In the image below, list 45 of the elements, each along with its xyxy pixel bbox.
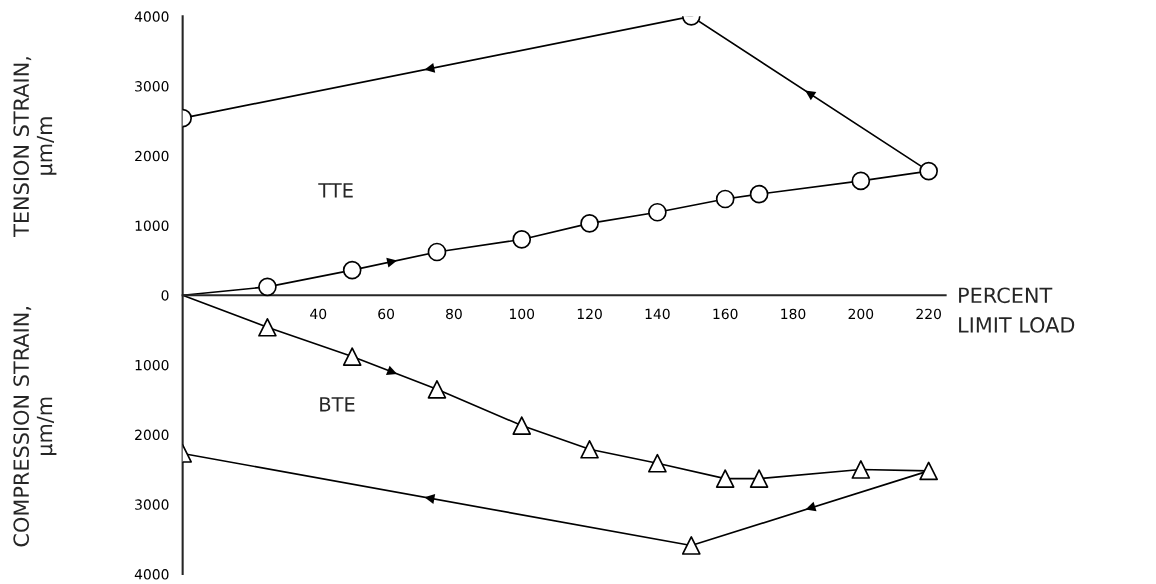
y-tick-label: 4000 <box>134 569 169 580</box>
point <box>749 184 769 204</box>
point <box>749 469 769 488</box>
point <box>715 469 735 488</box>
point <box>258 317 277 337</box>
x-tick-label: 180 <box>781 308 806 320</box>
text: COMPRESSION STRAIN, μm/m <box>13 307 57 547</box>
x-tick-label: 60 <box>378 308 395 320</box>
y-tick-label: 3000 <box>135 81 169 92</box>
point <box>512 230 532 249</box>
point <box>580 439 599 459</box>
point <box>427 379 447 399</box>
point <box>851 171 871 191</box>
point <box>919 461 938 481</box>
point <box>648 202 667 222</box>
x-tick-label: 140 <box>645 308 670 320</box>
x-axis-title: PERCENT LIMIT LOAD <box>959 287 1075 333</box>
y-tick-label: 2000 <box>135 429 169 441</box>
y-axis-title: TENSION STRAIN, μm/m <box>13 57 57 237</box>
x-tick-label: 100 <box>510 308 535 320</box>
text: TTE <box>318 183 353 198</box>
x-tick-label: 120 <box>577 308 602 320</box>
point <box>258 277 277 297</box>
point <box>512 416 532 435</box>
point <box>427 242 447 262</box>
y-tick-label: 0 <box>161 290 169 301</box>
x-tick-label: 80 <box>446 308 462 320</box>
point <box>580 214 599 233</box>
series-label: BTE <box>320 397 355 412</box>
y-tick-label: 2000 <box>135 150 169 162</box>
y-tick-label: 1000 <box>135 359 169 371</box>
x-tick-label: 40 <box>310 308 327 320</box>
point <box>342 260 362 280</box>
point <box>715 189 735 209</box>
y-tick-label: 4000 <box>134 11 169 22</box>
point <box>919 161 938 181</box>
point <box>681 536 701 555</box>
x-tick-label: 220 <box>916 308 941 320</box>
point <box>342 347 362 366</box>
x-tick-label: 200 <box>848 308 874 320</box>
point <box>851 460 871 479</box>
x-tick-label: 160 <box>713 308 738 320</box>
y-tick-label: 3000 <box>135 499 169 510</box>
point <box>648 453 667 473</box>
y-tick-label: 1000 <box>135 220 169 231</box>
